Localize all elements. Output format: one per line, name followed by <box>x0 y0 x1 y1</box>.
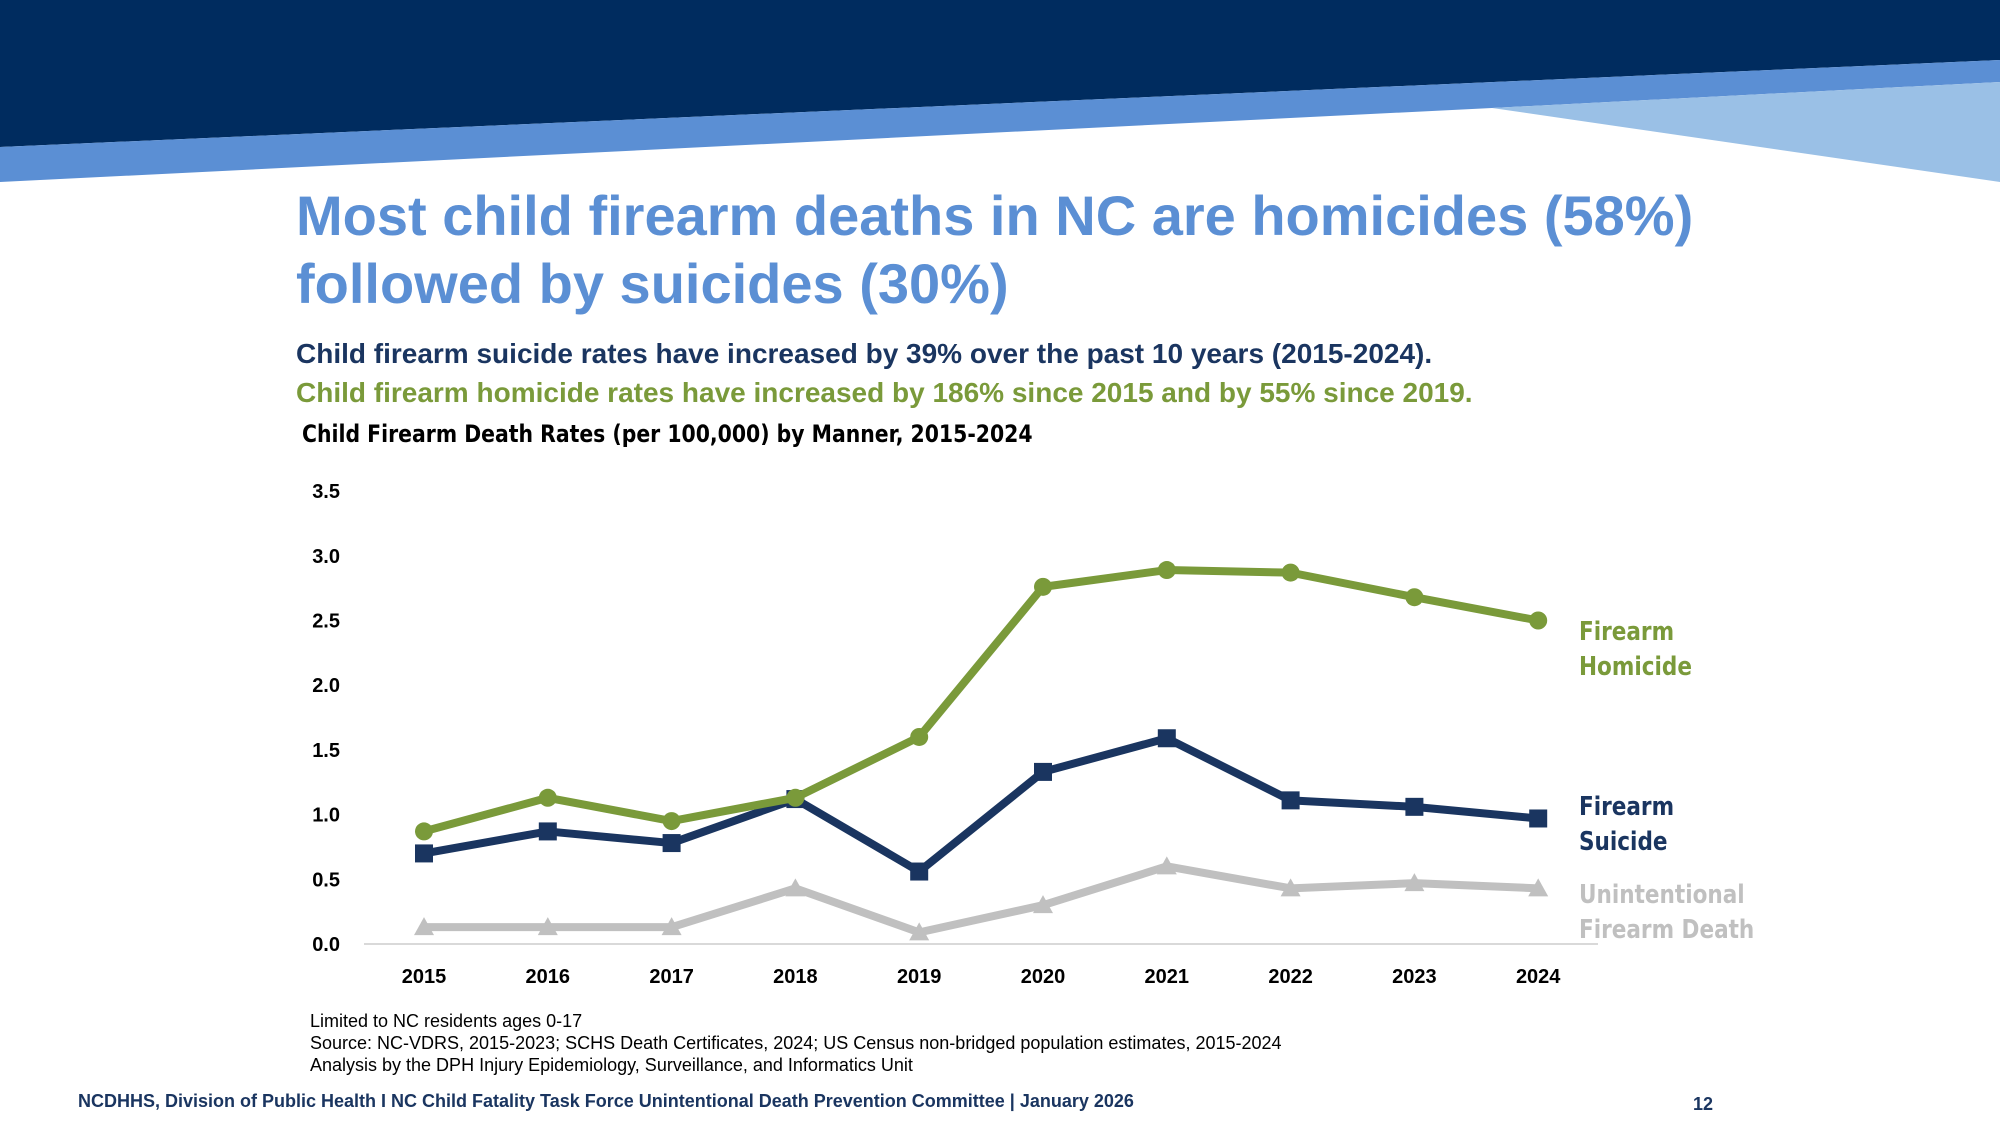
x-tick-label: 2021 <box>1145 966 1190 988</box>
banner-navy-band <box>0 0 2000 147</box>
data-point <box>537 917 558 936</box>
page-number: 12 <box>1693 1094 1714 1114</box>
data-point <box>1529 611 1548 630</box>
series-label: Suicide <box>1579 826 1668 856</box>
note-limit: Limited to NC residents ages 0-17 <box>310 1011 583 1031</box>
header-banner <box>0 0 2000 182</box>
series-line <box>420 566 1543 836</box>
y-tick-label: 1.5 <box>312 740 340 762</box>
data-point <box>1281 563 1300 582</box>
data-point <box>662 812 681 831</box>
series-line <box>420 734 1543 876</box>
y-tick-label: 0.0 <box>312 934 340 956</box>
data-point <box>910 727 929 746</box>
data-point <box>1405 797 1424 816</box>
footer-text: NCDHHS, Division of Public Health I NC C… <box>78 1091 1134 1111</box>
data-point <box>415 844 433 863</box>
data-point <box>1281 791 1300 810</box>
note-analysis: Analysis by the DPH Injury Epidemiology,… <box>310 1055 913 1075</box>
data-point <box>1280 878 1301 897</box>
series-label: Unintentional <box>1579 879 1745 909</box>
data-point <box>1156 856 1177 875</box>
data-point <box>1405 588 1424 607</box>
y-tick-label: 2.5 <box>312 611 340 633</box>
data-point <box>538 788 557 807</box>
chart-notes: Limited to NC residents ages 0-17 Source… <box>310 1010 1282 1076</box>
data-point <box>1528 878 1549 897</box>
y-tick-label: 1.0 <box>312 805 340 827</box>
data-point <box>1157 561 1176 580</box>
subtitle-suicide: Child firearm suicide rates have increas… <box>296 338 1433 369</box>
x-tick-label: 2022 <box>1268 966 1313 988</box>
series-label: Firearm <box>1579 616 1674 646</box>
x-tick-label: 2018 <box>773 966 818 988</box>
data-point <box>538 822 557 841</box>
x-tick-label: 2016 <box>526 966 571 988</box>
data-point <box>786 788 805 807</box>
data-point <box>1034 577 1052 596</box>
data-point <box>910 862 929 881</box>
data-point <box>1034 762 1052 781</box>
y-tick-label: 3.5 <box>312 481 340 503</box>
x-tick-label: 2020 <box>1021 966 1066 988</box>
y-tick-label: 2.0 <box>312 675 340 697</box>
x-tick-label: 2023 <box>1392 966 1437 988</box>
y-tick-label: 0.5 <box>312 869 340 891</box>
x-tick-label: 2024 <box>1516 966 1561 988</box>
chart-title: Child Firearm Death Rates (per 100,000) … <box>302 420 1033 448</box>
x-tick-label: 2017 <box>649 966 694 988</box>
banner-blue-band <box>0 60 2000 182</box>
x-tick-label: 2019 <box>897 966 942 988</box>
data-point <box>909 922 930 941</box>
data-point <box>415 822 433 841</box>
data-point <box>1529 809 1548 828</box>
data-point <box>661 917 682 936</box>
series-label: Homicide <box>1579 651 1692 681</box>
series-label: Firearm Death <box>1579 914 1754 944</box>
slide-title: Most child firearm deaths in NC are homi… <box>296 184 1694 315</box>
banner-light-blue-band <box>1492 82 2000 182</box>
data-point <box>662 834 681 853</box>
series-label: Firearm <box>1579 791 1674 821</box>
note-source: Source: NC-VDRS, 2015-2023; SCHS Death C… <box>310 1033 1282 1053</box>
y-tick-label: 3.0 <box>312 546 340 568</box>
data-point <box>1404 873 1425 892</box>
data-point <box>1157 729 1176 748</box>
x-tick-label: 2015 <box>402 966 447 988</box>
data-point <box>414 917 434 936</box>
line-chart: 0.0 0.5 1.0 1.5 2.0 2.5 3.0 3.5 2015 2016 2017 2018… <box>312 481 1754 988</box>
subtitle-homicide: Child firearm homicide rates have increa… <box>296 377 1473 408</box>
data-point <box>1033 895 1053 914</box>
data-point <box>785 878 806 897</box>
series-line <box>420 862 1543 937</box>
